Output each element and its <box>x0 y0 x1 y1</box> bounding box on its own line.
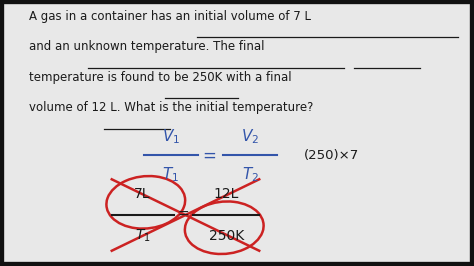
Text: $V_2$: $V_2$ <box>241 127 259 146</box>
Text: =: = <box>203 147 217 164</box>
Text: 7L: 7L <box>134 187 151 201</box>
Text: temperature is found to be 250K with a final: temperature is found to be 250K with a f… <box>29 71 292 84</box>
Text: and an unknown temperature. The final: and an unknown temperature. The final <box>29 40 264 53</box>
Text: A gas in a container has an initial volume of 7 L: A gas in a container has an initial volu… <box>29 10 311 23</box>
Text: $V_1$: $V_1$ <box>162 127 180 146</box>
Text: 12L: 12L <box>213 187 239 201</box>
Text: volume of 12 L. What is the initial temperature?: volume of 12 L. What is the initial temp… <box>29 101 313 114</box>
Text: 250K: 250K <box>209 229 244 243</box>
Text: $T_2$: $T_2$ <box>242 165 259 184</box>
Text: $T_1$: $T_1$ <box>162 165 179 184</box>
Text: (250)×7: (250)×7 <box>304 149 359 162</box>
Text: =: = <box>178 208 190 222</box>
Text: $T_1$: $T_1$ <box>135 227 150 244</box>
